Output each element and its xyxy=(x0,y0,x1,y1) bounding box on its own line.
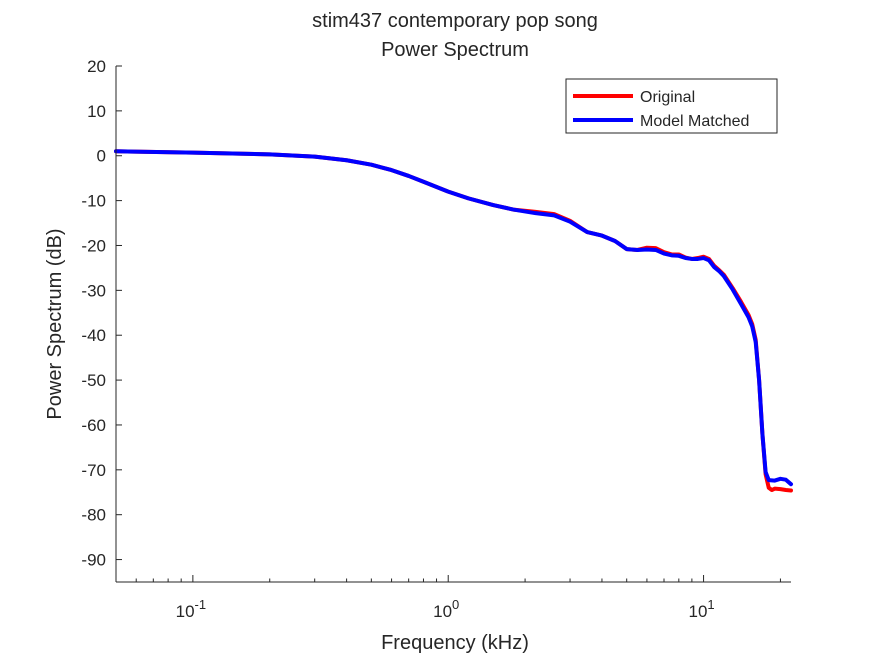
y-tick-label: 10 xyxy=(87,102,106,121)
y-tick-label: -60 xyxy=(81,416,106,435)
legend-label-model-matched: Model Matched xyxy=(640,113,749,130)
y-tick-label: -70 xyxy=(81,461,106,480)
y-tick-label: -90 xyxy=(81,551,106,570)
y-axis-label: Power Spectrum (dB) xyxy=(44,228,66,419)
x-axis-label: Frequency (kHz) xyxy=(381,632,529,654)
y-tick-label: -20 xyxy=(81,236,106,255)
y-tick-label: -40 xyxy=(81,326,106,345)
chart-title-line2: Power Spectrum xyxy=(381,39,529,61)
y-tick-label: -10 xyxy=(81,192,106,211)
x-tick-label: 10-1 xyxy=(176,597,206,621)
chart-title-line1: stim437 contemporary pop song xyxy=(312,10,598,32)
legend-label-original: Original xyxy=(640,89,695,106)
legend-box xyxy=(565,78,778,134)
y-tick-label: -80 xyxy=(81,506,106,525)
y-tick-label: -50 xyxy=(81,371,106,390)
x-tick-label: 100 xyxy=(433,597,459,621)
series-line-model-matched xyxy=(114,149,793,487)
y-tick-label: -30 xyxy=(81,281,106,300)
y-tick-label: 20 xyxy=(87,57,106,76)
x-tick-label: 101 xyxy=(688,597,714,621)
legend: Original Model Matched xyxy=(565,78,778,134)
y-tick-label: 0 xyxy=(97,147,106,166)
series-layer xyxy=(114,149,793,493)
